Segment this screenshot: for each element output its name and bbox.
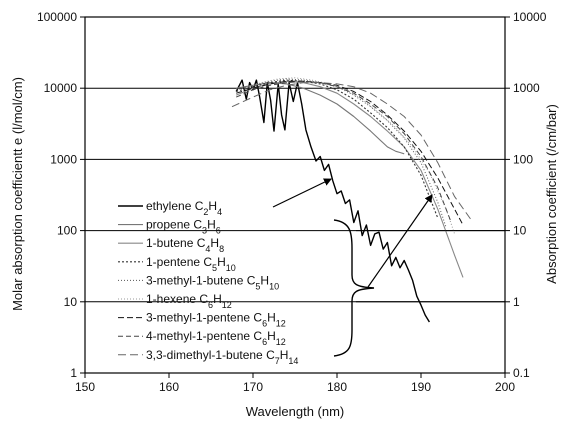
legend-label-1: ethylene C2H4 xyxy=(146,199,222,217)
x-tick-label: 160 xyxy=(159,380,179,394)
legend-label-3: 1-butene C4H8 xyxy=(146,236,224,254)
series-line-5 xyxy=(236,78,447,228)
y-tick-label-right: 100 xyxy=(513,152,533,166)
series-line-3 xyxy=(235,80,464,278)
legend-label-7: 3-methyl-1-pentene C6H12 xyxy=(146,311,286,329)
legend-label-8: 4-methyl-1-pentene C6H12 xyxy=(146,329,286,347)
arrow-to-ethylene xyxy=(272,178,332,208)
y-tick-label-right: 10 xyxy=(513,224,527,238)
x-tick-label: 180 xyxy=(327,380,347,394)
axis-ticks: 1 10 100 1000 10000 100000 0.1 1 10 100 1000 10000 1… xyxy=(37,10,547,394)
y-tick-label-left: 1000 xyxy=(50,152,77,166)
plot-frame xyxy=(84,16,506,374)
y-tick-label-left: 100 xyxy=(57,224,77,238)
y-tick-label-left: 10 xyxy=(64,295,78,309)
legend-label-6: 1-hexene C6H12 xyxy=(146,292,232,310)
y-tick-label-left: 100000 xyxy=(37,10,77,24)
legend-label-2: propene C3H6 xyxy=(146,218,221,236)
y-axis-label-left: Molar absorption coefficientt e (l/mol/c… xyxy=(10,77,25,311)
y-tick-label-right: 0.1 xyxy=(513,366,530,380)
x-tick-label: 190 xyxy=(411,380,431,394)
y-axis-label-right: Absorption coefficient (/cm/bar) xyxy=(544,104,559,284)
y-tick-label-right: 1 xyxy=(513,295,520,309)
series-line-1 xyxy=(235,79,430,323)
y-tick-label-right: 1000 xyxy=(513,81,540,95)
annotations xyxy=(272,178,505,357)
y-tick-label-left: 10000 xyxy=(44,81,78,95)
series-line-4 xyxy=(236,79,439,219)
legend-label-4: 1-pentene C5H10 xyxy=(146,255,236,273)
x-tick-label: 150 xyxy=(75,380,95,394)
x-tick-label: 200 xyxy=(495,380,515,394)
series-line-7 xyxy=(236,80,464,226)
series-lines xyxy=(231,77,472,323)
x-tick-label: 170 xyxy=(243,380,263,394)
y-tick-label-left: 1 xyxy=(70,366,77,380)
legend-label-5: 3-methyl-1-butene C5H10 xyxy=(146,273,279,291)
gridlines xyxy=(85,87,505,303)
series-line-9 xyxy=(231,82,472,221)
x-axis-label: Wavelength (nm) xyxy=(246,404,345,419)
plot-border xyxy=(84,16,506,374)
legend-label-9: 3,3-dimethyl-1-butene C7H14 xyxy=(146,348,298,366)
series-line-8 xyxy=(236,80,451,221)
series-line-2 xyxy=(236,82,405,155)
arrow-to-alkenes xyxy=(367,194,433,288)
legend-brace xyxy=(333,219,375,357)
y-tick-label-right: 10000 xyxy=(513,10,547,24)
